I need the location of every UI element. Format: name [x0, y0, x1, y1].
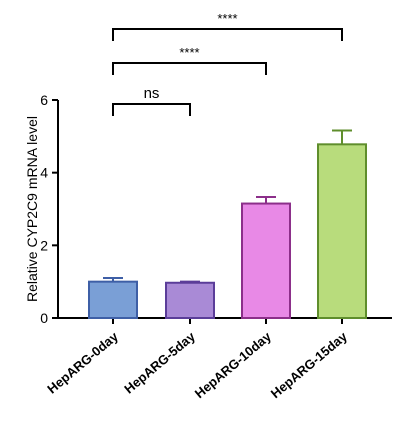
x-tick-label: HepARG-0day	[44, 328, 121, 396]
significance-bracket	[112, 103, 191, 116]
significance-label: ns	[144, 85, 160, 102]
significance-bracket	[112, 62, 267, 75]
y-tick-label: 2	[40, 237, 48, 253]
significance-label: ****	[217, 11, 237, 26]
x-tick-label: HepARG-5day	[121, 328, 198, 396]
bar	[165, 281, 215, 319]
y-axis-label: Relative CYP2C9 mRNA level	[24, 116, 40, 302]
x-tick-label: HepARG-10day	[192, 328, 275, 401]
x-tick-label: HepARG-15day	[268, 328, 351, 401]
significance-layer: ns **** ****	[112, 11, 343, 116]
y-tick-label: 6	[40, 92, 48, 108]
y-tick-label: 0	[40, 310, 48, 326]
y-tick-label: 4	[40, 165, 48, 181]
bar	[317, 143, 367, 319]
bar	[88, 280, 138, 319]
significance-label: ****	[179, 45, 199, 60]
significance-bracket	[112, 28, 343, 41]
bars-layer	[88, 129, 367, 319]
bar	[241, 202, 291, 319]
